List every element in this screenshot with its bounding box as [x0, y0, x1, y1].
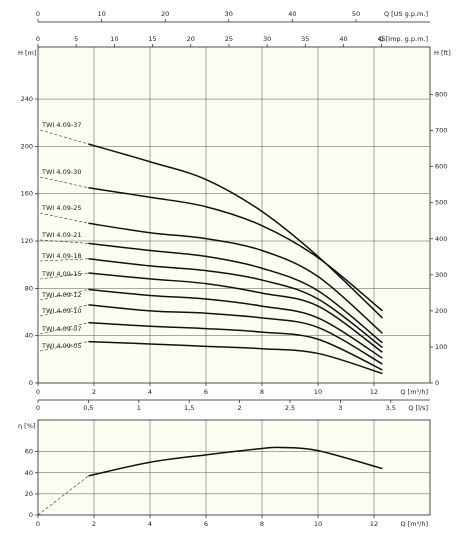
leader-line — [39, 212, 89, 224]
series-label: TWI 4.09-25 — [41, 204, 81, 212]
y-tick-label: 60 — [25, 448, 33, 456]
curve — [88, 340, 383, 375]
y-tick-label: 120 — [21, 237, 33, 245]
x-tick-label: 20 — [187, 35, 195, 43]
y-tick-label: 40 — [25, 332, 33, 340]
y-axis-title: H [m] — [18, 49, 36, 57]
x-tick-label: 10 — [97, 10, 105, 18]
x-tick-label: 0 — [36, 520, 40, 528]
leader-line — [39, 304, 89, 317]
leader-line — [37, 475, 89, 516]
x-tick-label: 10 — [314, 520, 322, 528]
x-tick-label: 5 — [74, 35, 78, 43]
curve — [88, 242, 383, 344]
y-tick-label: 200 — [21, 142, 33, 150]
x-tick-label: 1,5 — [184, 404, 194, 412]
series-label: TWI 4.09-05 — [41, 342, 81, 350]
x-tick-label: 3,5 — [386, 404, 396, 412]
x-tick-label: 0 — [36, 404, 40, 412]
y2-tick-label: 0 — [435, 379, 439, 387]
x-axis-title: Q [m³/h] — [400, 520, 428, 528]
series-label: TWI 4.09-10 — [41, 307, 81, 315]
series-label: TWI 4.09-37 — [41, 121, 81, 129]
x-tick-label: 6 — [204, 520, 208, 528]
curve — [88, 304, 383, 365]
x-tick-label: 1 — [137, 404, 141, 412]
x-axis-title: Q [m³/h] — [400, 388, 428, 396]
x-tick-label: 45 — [378, 35, 386, 43]
x-tick-label: 8 — [260, 388, 264, 396]
y-tick-label: 80 — [25, 284, 33, 292]
y-tick-label: 0 — [29, 379, 33, 387]
leader-line — [39, 322, 89, 335]
x-axis-title: Q [l/s] — [408, 404, 428, 412]
x-tick-label: 4 — [148, 388, 152, 396]
curve — [88, 446, 383, 477]
x-tick-label: 0 — [36, 35, 40, 43]
x-tick-label: 30 — [263, 35, 271, 43]
x-tick-label: 15 — [148, 35, 156, 43]
leader-line — [39, 129, 89, 145]
y2-tick-label: 500 — [435, 199, 447, 207]
x-tick-label: 0 — [36, 10, 40, 18]
curve — [88, 258, 383, 349]
curve — [88, 222, 383, 334]
leader-line — [39, 289, 89, 301]
y2-axis-title: H [ft] — [434, 49, 451, 57]
y2-tick-label: 300 — [435, 271, 447, 279]
x-tick-label: 10 — [110, 35, 118, 43]
y2-tick-label: 800 — [435, 91, 447, 99]
x-tick-label: 40 — [288, 10, 296, 18]
y2-tick-label: 700 — [435, 127, 447, 135]
x-tick-label: 0,5 — [83, 404, 93, 412]
x-tick-label: 35 — [301, 35, 309, 43]
y-tick-label: 0 — [29, 511, 33, 519]
x-tick-label: 12 — [370, 520, 378, 528]
y-axis-title: η [%] — [18, 422, 35, 430]
y2-tick-label: 100 — [435, 343, 447, 351]
y2-tick-label: 200 — [435, 307, 447, 315]
series-label: TWI 4.09-07 — [41, 325, 81, 333]
curve — [88, 272, 383, 353]
series-label: TWI 4.09-18 — [41, 252, 81, 260]
x-tick-label: 3 — [338, 404, 342, 412]
y2-tick-label: 600 — [435, 163, 447, 171]
x-tick-label: 2,5 — [285, 404, 295, 412]
x-axis-title: Q [Imp. g.p.m.] — [378, 35, 428, 43]
x-tick-label: 0 — [36, 388, 40, 396]
x-tick-label: 50 — [352, 10, 360, 18]
x-tick-label: 25 — [225, 35, 233, 43]
leader-line — [39, 258, 89, 262]
leader-line — [39, 341, 89, 352]
x-tick-label: 2 — [92, 520, 96, 528]
x-tick-label: 2 — [92, 388, 96, 396]
x-axis-title: Q [US g.p.m.] — [384, 10, 428, 18]
x-tick-label: 4 — [148, 520, 152, 528]
series-label: TWI 4.09-21 — [41, 231, 81, 239]
series-label: TWI 4.09-15 — [41, 270, 81, 278]
x-tick-label: 12 — [370, 388, 378, 396]
y-tick-label: 20 — [25, 490, 33, 498]
y2-tick-label: 400 — [435, 235, 447, 243]
curve — [88, 321, 383, 371]
x-tick-label: 20 — [161, 10, 169, 18]
y-tick-label: 40 — [25, 469, 33, 477]
x-tick-label: 2 — [238, 404, 242, 412]
leader-line — [39, 239, 89, 244]
x-tick-label: 6 — [204, 388, 208, 396]
x-tick-label: 8 — [260, 520, 264, 528]
x-tick-label: 10 — [314, 388, 322, 396]
leader-line — [39, 272, 89, 280]
y-tick-label: 160 — [21, 190, 33, 198]
series-label: TWI 4.09-30 — [41, 168, 81, 176]
x-tick-label: 30 — [225, 10, 233, 18]
curve — [88, 187, 383, 312]
x-tick-label: 40 — [339, 35, 347, 43]
leader-line — [39, 176, 89, 189]
y-tick-label: 240 — [21, 95, 33, 103]
plot-area — [37, 419, 431, 516]
series-label: TWI 4.09-12 — [41, 291, 81, 299]
curve — [88, 288, 383, 359]
